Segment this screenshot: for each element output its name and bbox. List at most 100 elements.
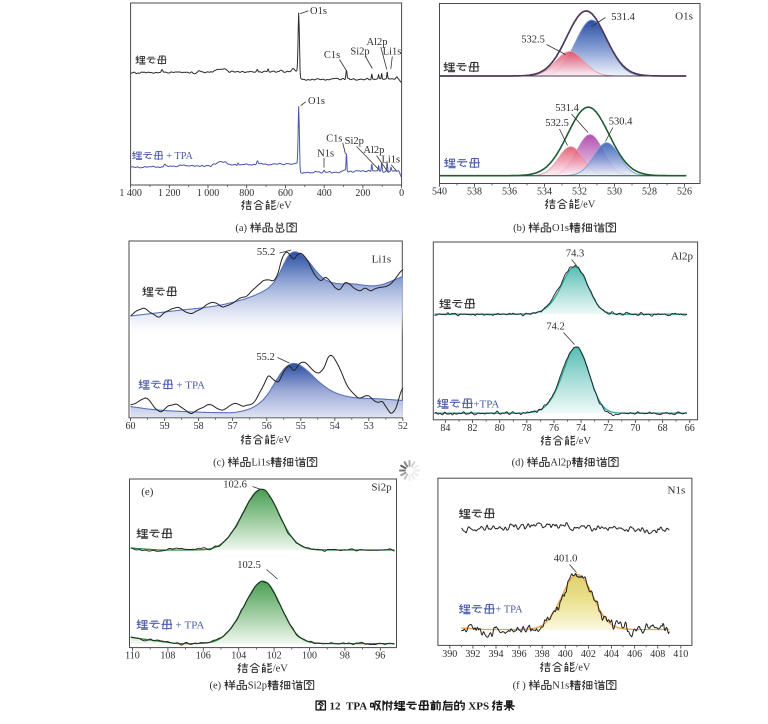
svg-text:Li1s: Li1s <box>251 458 270 469</box>
svg-text:Li1s: Li1s <box>372 254 392 266</box>
svg-text:59: 59 <box>160 421 170 432</box>
svg-text:532.5: 532.5 <box>521 35 545 46</box>
svg-text:O1s: O1s <box>308 96 325 107</box>
svg-text:404: 404 <box>604 649 619 660</box>
svg-text:408: 408 <box>650 649 665 660</box>
svg-text:532: 532 <box>572 187 587 198</box>
svg-text:76: 76 <box>549 423 559 434</box>
svg-text:TPA: TPA <box>346 700 367 712</box>
svg-text:Si2p: Si2p <box>371 482 392 494</box>
svg-text:(c): (c) <box>213 458 225 469</box>
svg-text:Al2p: Al2p <box>367 37 388 48</box>
svg-text:+: + <box>495 605 501 616</box>
svg-text:410: 410 <box>673 649 688 660</box>
svg-text:52: 52 <box>398 421 408 432</box>
svg-text:O1s: O1s <box>552 223 569 234</box>
svg-text:82: 82 <box>468 423 478 434</box>
svg-text:O1s: O1s <box>310 6 327 17</box>
svg-text:68: 68 <box>658 423 668 434</box>
svg-text:392: 392 <box>465 649 480 660</box>
svg-text:Li1s: Li1s <box>381 154 400 165</box>
svg-text:402: 402 <box>581 649 596 660</box>
svg-text:108: 108 <box>160 651 175 662</box>
svg-text:57: 57 <box>228 421 238 432</box>
svg-text:80: 80 <box>495 423 505 434</box>
svg-text:55.2: 55.2 <box>256 352 274 363</box>
svg-text:+: + <box>176 379 182 391</box>
svg-text:532.5: 532.5 <box>545 118 569 129</box>
svg-text:538: 538 <box>467 187 482 198</box>
svg-text:Si2p: Si2p <box>248 681 267 692</box>
svg-text:102: 102 <box>267 651 282 662</box>
svg-text:C1s: C1s <box>326 133 342 144</box>
svg-text:Li1s: Li1s <box>383 47 402 58</box>
svg-text:1 200: 1 200 <box>158 188 181 199</box>
svg-text:528: 528 <box>642 187 657 198</box>
svg-text:106: 106 <box>196 651 211 662</box>
svg-text:Al2p: Al2p <box>671 251 694 263</box>
svg-text:102.5: 102.5 <box>237 560 261 571</box>
svg-text:(b): (b) <box>513 223 526 234</box>
svg-text:96: 96 <box>375 651 385 662</box>
svg-text:Si2p: Si2p <box>350 47 369 58</box>
svg-text:74.2: 74.2 <box>546 322 564 333</box>
svg-text:N1s: N1s <box>317 148 334 159</box>
svg-text:530: 530 <box>607 187 622 198</box>
svg-text:530.4: 530.4 <box>609 117 633 128</box>
svg-text:400: 400 <box>317 188 332 199</box>
svg-text:/eV: /eV <box>273 664 289 675</box>
svg-text:(e): (e) <box>141 486 154 498</box>
svg-text:100: 100 <box>302 651 317 662</box>
svg-text:398: 398 <box>535 649 550 660</box>
svg-text:406: 406 <box>627 649 642 660</box>
svg-text:600: 600 <box>278 188 293 199</box>
svg-text:(e): (e) <box>210 681 222 692</box>
svg-text:60: 60 <box>126 421 136 432</box>
svg-text:XPS: XPS <box>468 700 489 712</box>
svg-text:+: + <box>166 151 172 162</box>
svg-text:390: 390 <box>442 649 457 660</box>
svg-text:400: 400 <box>558 649 573 660</box>
svg-text:800: 800 <box>239 188 254 199</box>
svg-text:0: 0 <box>399 188 404 199</box>
svg-text:TPA: TPA <box>175 151 194 162</box>
svg-text:540: 540 <box>432 187 447 198</box>
svg-text:98: 98 <box>340 651 350 662</box>
svg-text:526: 526 <box>677 187 692 198</box>
svg-text:1 000: 1 000 <box>197 188 220 199</box>
svg-text:102.6: 102.6 <box>223 480 247 491</box>
svg-text:74.3: 74.3 <box>566 249 584 260</box>
svg-text:66: 66 <box>685 423 695 434</box>
svg-text:Al2p: Al2p <box>363 145 384 156</box>
svg-text:(f: (f <box>513 681 520 692</box>
svg-text:531.4: 531.4 <box>611 12 635 23</box>
svg-text:70: 70 <box>630 423 640 434</box>
svg-text:TPA: TPA <box>185 619 205 631</box>
svg-text:N1s: N1s <box>668 485 686 497</box>
svg-text:78: 78 <box>522 423 532 434</box>
svg-text:C1s: C1s <box>324 50 340 61</box>
svg-text:72: 72 <box>603 423 613 434</box>
svg-text:+TPA: +TPA <box>473 398 499 410</box>
svg-text:56: 56 <box>262 421 272 432</box>
svg-text:/eV: /eV <box>277 201 293 212</box>
svg-text:110: 110 <box>125 651 140 662</box>
svg-text:55: 55 <box>296 421 306 432</box>
svg-text:+: + <box>176 619 182 631</box>
svg-text:200: 200 <box>355 188 370 199</box>
svg-text:396: 396 <box>512 649 527 660</box>
svg-text:N1s: N1s <box>552 681 569 692</box>
svg-text:531.4: 531.4 <box>555 103 579 114</box>
svg-text:/eV: /eV <box>580 200 596 211</box>
svg-text:Al2p: Al2p <box>550 458 571 469</box>
svg-text:394: 394 <box>489 649 504 660</box>
svg-text:12: 12 <box>330 700 342 712</box>
svg-text:54: 54 <box>330 421 340 432</box>
svg-text:Si2p: Si2p <box>345 136 364 147</box>
svg-text:55.2: 55.2 <box>257 247 275 258</box>
svg-text:(d): (d) <box>512 458 525 469</box>
svg-text:401.0: 401.0 <box>554 554 578 565</box>
svg-text:536: 536 <box>502 187 517 198</box>
svg-text:84: 84 <box>440 423 450 434</box>
svg-text:/eV: /eV <box>575 663 591 674</box>
